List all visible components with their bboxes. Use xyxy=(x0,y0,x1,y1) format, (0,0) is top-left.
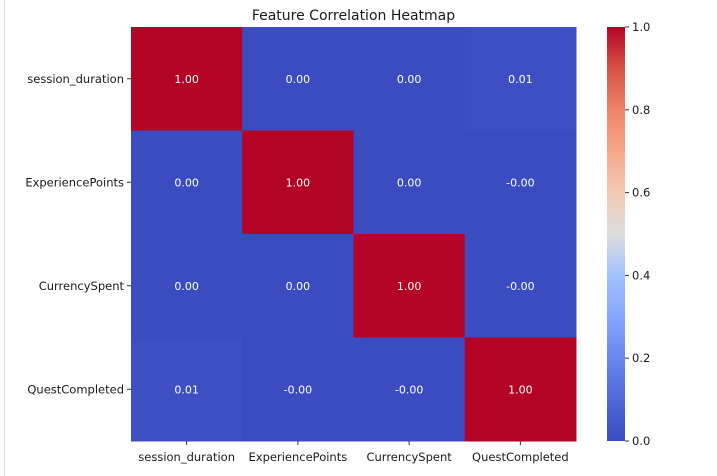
y-tick-label: ExperiencePoints xyxy=(25,175,124,189)
heatmap-cell xyxy=(131,27,243,131)
heatmap-cell xyxy=(242,27,354,131)
cell-value-label: -0.00 xyxy=(506,280,534,293)
heatmap-cell xyxy=(353,337,466,442)
cell-value-label: 0.00 xyxy=(174,280,199,293)
heatmap-cell xyxy=(464,234,577,338)
colorbar-tick-label: 0.2 xyxy=(632,351,650,365)
y-tick-label: session_duration xyxy=(27,72,124,86)
heatmap-cell xyxy=(464,27,577,131)
cell-value-label: 1.00 xyxy=(397,280,422,293)
heatmap-cell xyxy=(131,234,243,338)
heatmap-cell xyxy=(131,130,243,235)
heatmap-cell xyxy=(353,27,466,131)
figure-left-border xyxy=(4,0,5,476)
chart-title: Feature Correlation Heatmap xyxy=(252,8,455,24)
cell-value-label: 1.00 xyxy=(508,383,533,396)
colorbar-tick-label: 1.0 xyxy=(632,20,650,34)
x-tick-label: ExperiencePoints xyxy=(249,450,348,464)
x-tick-label: CurrencySpent xyxy=(366,450,452,464)
cell-value-label: 1.00 xyxy=(286,176,311,189)
x-axis-ticks: session_duration ExperiencePoints Currency… xyxy=(138,441,569,464)
y-axis-ticks: session_duration ExperiencePoints Currency… xyxy=(25,72,131,396)
colorbar xyxy=(607,27,625,441)
cell-value-label: 0.00 xyxy=(174,176,199,189)
cell-value-labels: 1.00 0.00 0.00 0.01 0.00 1.00 0.00 -0.00 0.00 0.0… xyxy=(174,73,534,397)
heatmap-cell xyxy=(353,234,466,338)
colorbar-ticks: 0.0 0.2 0.4 0.6 0.8 1.0 xyxy=(625,20,650,448)
x-tick-label: QuestCompleted xyxy=(472,450,569,464)
cell-value-label: 0.00 xyxy=(397,73,422,86)
cell-value-label: -0.00 xyxy=(395,383,423,396)
heatmap-cell xyxy=(242,234,354,338)
heatmap-cell xyxy=(242,130,354,235)
cell-value-label: -0.00 xyxy=(284,383,312,396)
cell-value-label: 0.00 xyxy=(286,73,311,86)
cell-value-label: 0.00 xyxy=(286,280,311,293)
x-tick-label: session_duration xyxy=(138,450,235,464)
y-tick-label: QuestCompleted xyxy=(27,382,124,396)
heatmap-cell xyxy=(464,337,577,442)
colorbar-tick-label: 0.0 xyxy=(632,434,650,448)
colorbar-tick-label: 0.6 xyxy=(632,186,650,200)
cell-value-label: 0.01 xyxy=(174,383,199,396)
cell-value-label: 1.00 xyxy=(174,73,199,86)
colorbar-tick-label: 0.8 xyxy=(632,103,650,117)
cell-value-label: 0.00 xyxy=(397,176,422,189)
heatmap-cell xyxy=(353,130,466,235)
cell-value-label: -0.00 xyxy=(506,176,534,189)
heatmap-cells xyxy=(131,27,577,442)
heatmap-cell xyxy=(131,337,243,442)
y-tick-label: CurrencySpent xyxy=(39,279,125,293)
colorbar-tick-label: 0.4 xyxy=(632,268,650,282)
heatmap-cell xyxy=(242,337,354,442)
cell-value-label: 0.01 xyxy=(508,73,533,86)
heatmap-cell xyxy=(464,130,577,235)
